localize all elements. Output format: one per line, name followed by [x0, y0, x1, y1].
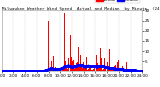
Legend: Actual, Median: Actual, Median — [95, 0, 140, 3]
Text: Milwaukee Weather Wind Speed  Actual and Median  by Minute  (24 Hours) (Old): Milwaukee Weather Wind Speed Actual and … — [2, 7, 160, 11]
